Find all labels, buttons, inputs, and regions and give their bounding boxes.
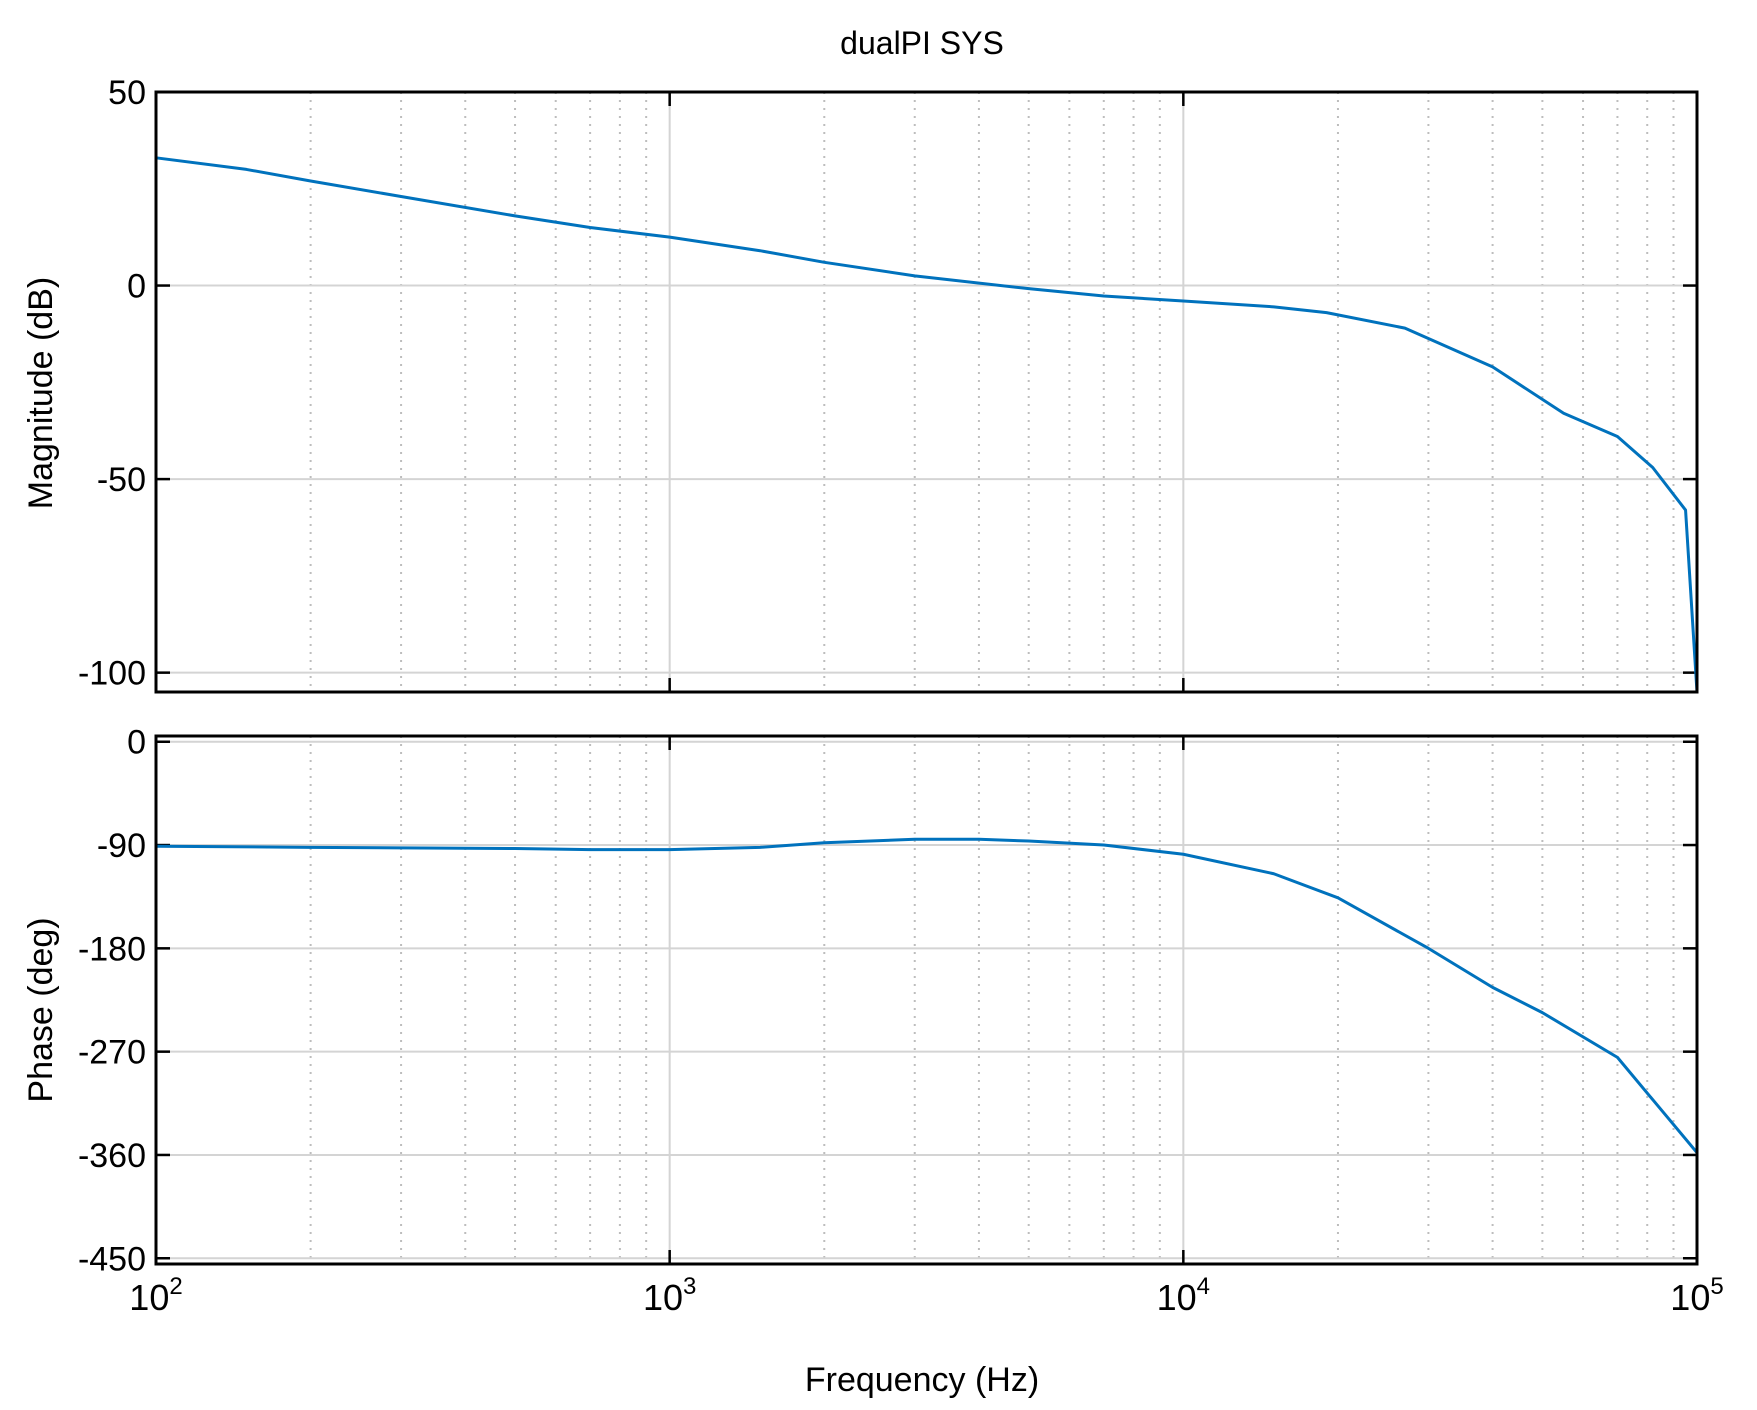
magnitude-ytick-label: 0 bbox=[127, 268, 146, 306]
phase-ytick-label: -450 bbox=[78, 1240, 146, 1278]
magnitude-axis-label: Magnitude (dB) bbox=[22, 277, 60, 509]
frequency-axis-label: Frequency (Hz) bbox=[805, 1361, 1039, 1399]
magnitude-panel: 50 0 -50 -100 bbox=[78, 74, 1699, 694]
magnitude-axes-box bbox=[154, 90, 1699, 694]
phase-ytick-label: -360 bbox=[78, 1137, 146, 1175]
magnitude-plot-area bbox=[156, 92, 1697, 692]
xtick-label: 105 bbox=[1670, 1273, 1723, 1318]
xtick-label: 103 bbox=[643, 1273, 696, 1318]
phase-axis-label: Phase (deg) bbox=[22, 917, 60, 1102]
magnitude-series-line bbox=[155, 156, 1699, 693]
phase-plot-area bbox=[156, 736, 1697, 1264]
magnitude-ytick-label: -50 bbox=[97, 461, 146, 499]
phase-axes-box bbox=[154, 734, 1699, 1266]
xtick-label: 102 bbox=[129, 1273, 182, 1318]
phase-ytick-label: -90 bbox=[97, 827, 146, 865]
magnitude-ytick-label: -100 bbox=[78, 655, 146, 693]
phase-series-line bbox=[155, 837, 1699, 1154]
phase-ytick-label: -180 bbox=[78, 930, 146, 968]
phase-ytick-label: -270 bbox=[78, 1034, 146, 1072]
magnitude-ytick-label: 50 bbox=[108, 74, 146, 112]
phase-ytick-label: 0 bbox=[127, 724, 146, 762]
chart-title: dualPI SYS bbox=[840, 25, 1004, 61]
xtick-label: 104 bbox=[1157, 1273, 1210, 1318]
